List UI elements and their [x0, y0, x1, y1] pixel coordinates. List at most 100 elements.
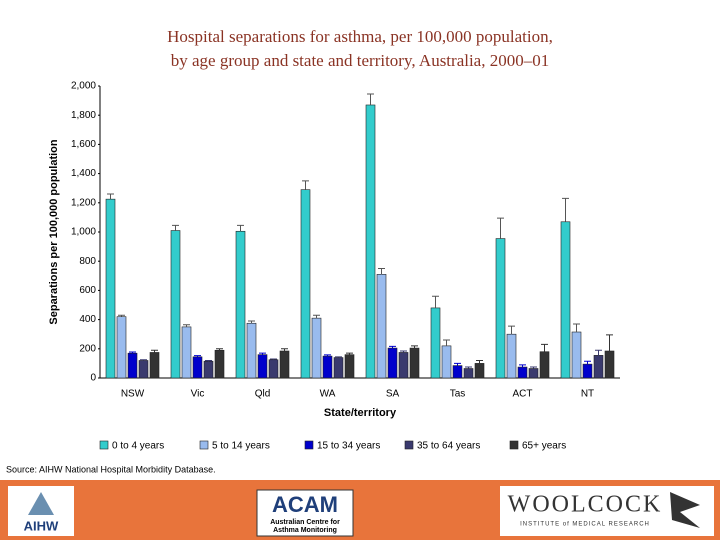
error-bar: [367, 93, 374, 105]
error-bar: [389, 345, 396, 349]
error-bar: [530, 366, 537, 369]
error-bar: [454, 362, 461, 366]
x-tick-label: Qld: [255, 389, 271, 400]
x-tick-label: NT: [581, 389, 594, 400]
error-bar: [465, 366, 472, 369]
error-bar: [107, 193, 114, 200]
error-bar: [519, 364, 526, 368]
y-tick-label: 2,000: [71, 81, 96, 92]
bar: [582, 363, 593, 379]
error-bar: [313, 314, 320, 319]
y-tick-label: 1,800: [71, 110, 96, 121]
bar: [149, 352, 160, 379]
acam-logo-line: Australian Centre for: [270, 519, 340, 526]
bar: [192, 356, 203, 379]
bar: [474, 363, 485, 379]
error-bar: [595, 349, 602, 356]
error-bar: [302, 180, 309, 190]
chart-title: Hospital separations for asthma, per 100…: [167, 27, 553, 46]
bar: [560, 221, 571, 379]
legend-swatch: [304, 440, 314, 450]
y-tick-label: 400: [79, 314, 96, 325]
error-bar: [183, 324, 190, 327]
bar: [506, 333, 517, 379]
bar: [344, 354, 355, 379]
acam-logo-line: Asthma Monitoring: [273, 527, 337, 534]
x-tick-label: Vic: [191, 389, 205, 400]
error-bar: [194, 355, 201, 357]
error-bar: [476, 359, 483, 364]
bar: [235, 230, 246, 379]
error-bar: [118, 314, 125, 317]
bar: [452, 365, 463, 379]
error-bar: [281, 348, 288, 351]
error-bar: [573, 323, 580, 333]
bar: [539, 351, 550, 379]
error-bar: [346, 352, 353, 355]
bar: [398, 352, 409, 379]
y-tick-label: 600: [79, 285, 96, 296]
bar: [517, 366, 528, 379]
bar: [495, 238, 506, 379]
bar: [105, 198, 116, 379]
y-tick-label: 1,600: [71, 139, 96, 150]
bar: [246, 322, 257, 379]
error-bar: [432, 295, 439, 308]
bar: [311, 317, 322, 379]
bar: [170, 230, 181, 379]
x-tick-label: SA: [386, 389, 400, 400]
bar: [203, 360, 214, 379]
legend-swatch: [99, 440, 109, 450]
error-bar: [443, 339, 450, 346]
error-bar: [140, 359, 147, 361]
bar: [376, 274, 387, 379]
bar: [300, 189, 311, 379]
bar: [409, 347, 420, 379]
legend-label: 65+ years: [522, 441, 566, 452]
bar: [365, 104, 376, 379]
error-bar: [400, 350, 407, 353]
woolcock-logo: WOOLCOCK: [508, 492, 663, 518]
y-tick-label: 800: [79, 256, 96, 267]
y-tick-label: 0: [90, 373, 96, 384]
legend-label: 15 to 34 years: [317, 441, 380, 452]
error-bar: [129, 351, 136, 354]
error-bar: [606, 334, 613, 351]
error-bar: [324, 354, 331, 357]
error-bar: [411, 345, 418, 349]
bar: [279, 350, 290, 379]
bar: [604, 350, 615, 379]
bar: [593, 355, 604, 379]
source: Source: AIHW National Hospital Morbidity…: [6, 464, 216, 474]
bar: [214, 349, 225, 379]
error-bar: [497, 217, 504, 239]
x-axis-label: State/territory: [324, 407, 397, 419]
bar: [322, 355, 333, 379]
bar: [333, 357, 344, 379]
legend-label: 35 to 64 years: [417, 441, 480, 452]
bar: [127, 352, 138, 379]
error-bar: [248, 320, 255, 324]
aihw-icon: [28, 492, 54, 515]
legend-swatch: [509, 440, 519, 450]
bar: [571, 331, 582, 379]
bar: [116, 316, 127, 379]
y-tick-label: 1,000: [71, 227, 96, 238]
woolcock-tagline: INSTITUTE of MEDICAL RESEARCH: [520, 522, 650, 528]
y-tick-label: 200: [79, 343, 96, 354]
x-tick-label: WA: [320, 389, 336, 400]
error-bar: [237, 224, 244, 232]
chart-subtitle: by age group and state and territory, Au…: [171, 51, 549, 70]
legend-swatch: [404, 440, 414, 450]
woolcock-icon: [670, 492, 700, 528]
error-bar: [205, 359, 212, 362]
bar: [387, 347, 398, 379]
error-bar: [562, 197, 569, 222]
acam-logo-box: [256, 489, 354, 537]
y-tick-label: 1,400: [71, 168, 96, 179]
error-bar: [151, 349, 158, 353]
legend-swatch: [199, 440, 209, 450]
bar: [138, 360, 149, 379]
error-bar: [541, 343, 548, 352]
